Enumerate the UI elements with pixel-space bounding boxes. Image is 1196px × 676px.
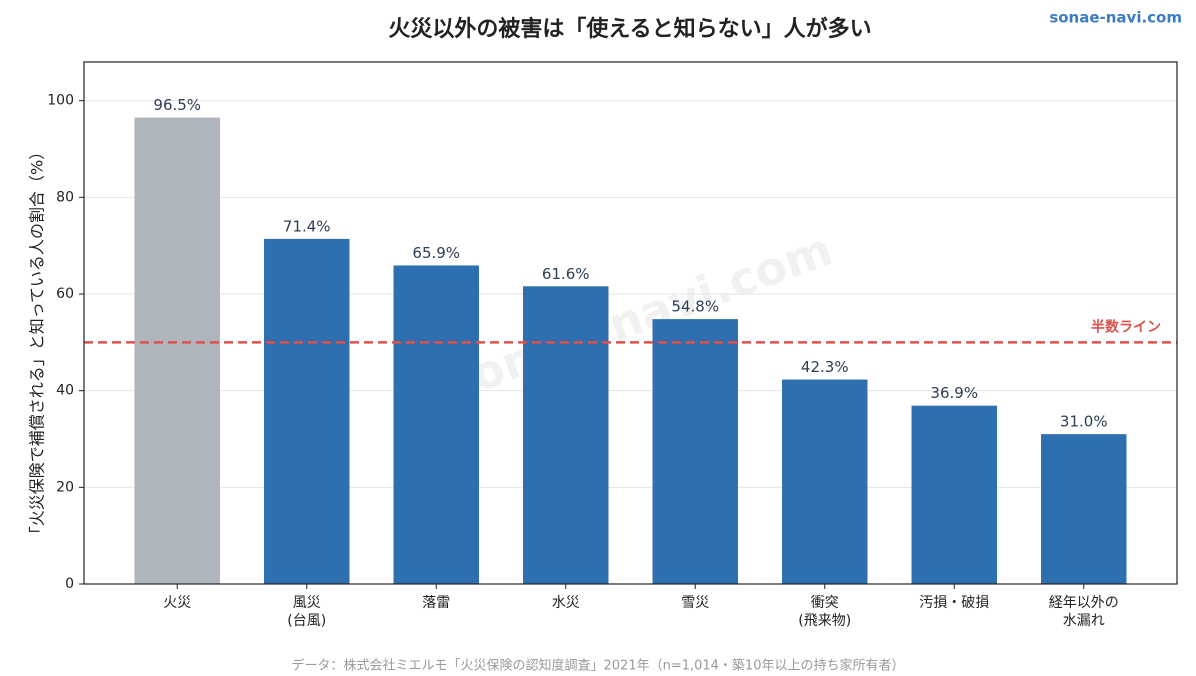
source-note: データ：株式会社ミエルモ「火災保険の認知度調査」2021年（n=1,014・築1… <box>292 658 905 674</box>
x-tick-label: 汚損・破損 <box>919 595 990 611</box>
bar <box>393 265 479 584</box>
value-label: 36.9% <box>930 384 978 402</box>
bar <box>523 286 609 584</box>
value-label: 31.0% <box>1060 413 1108 431</box>
bar <box>134 117 220 584</box>
y-tick-label: 20 <box>56 479 74 495</box>
x-tick-label: 衝突 (飛来物) <box>798 595 852 629</box>
y-axis-label: 「火災保険で補償される」と知っている人の割合（%） <box>28 144 47 542</box>
x-tick-label: 落雷 <box>422 595 451 611</box>
value-label: 42.3% <box>801 358 849 376</box>
value-label: 65.9% <box>412 244 460 262</box>
chart-title: 火災以外の被害は「使えると知らない」人が多い <box>388 16 871 42</box>
bar <box>782 379 868 584</box>
y-tick-label: 40 <box>56 383 74 399</box>
x-tick-label: 経年以外の 水漏れ <box>1048 595 1119 629</box>
bar <box>911 405 997 584</box>
y-tick-label: 100 <box>47 93 74 109</box>
reference-label: 半数ライン <box>1091 318 1161 335</box>
y-tick-label: 80 <box>56 189 74 205</box>
watermark: sonae-navi.com <box>438 222 839 412</box>
x-tick-label: 水災 <box>551 595 580 611</box>
value-label: 71.4% <box>283 217 331 235</box>
value-label: 61.6% <box>542 265 590 283</box>
value-label: 96.5% <box>153 96 201 114</box>
x-tick-label: 火災 <box>163 595 192 611</box>
x-tick-label: 風災 (台風) <box>287 595 327 629</box>
plot-frame <box>83 61 1178 585</box>
x-tick-label: 雪災 <box>681 595 710 611</box>
value-label: 54.8% <box>671 298 719 316</box>
site-name: sonae-navi.com <box>1049 9 1182 27</box>
y-tick-label: 60 <box>56 286 74 302</box>
bar <box>264 238 350 584</box>
y-tick-label: 0 <box>65 576 74 592</box>
bar <box>652 319 738 584</box>
bar <box>1041 434 1127 584</box>
